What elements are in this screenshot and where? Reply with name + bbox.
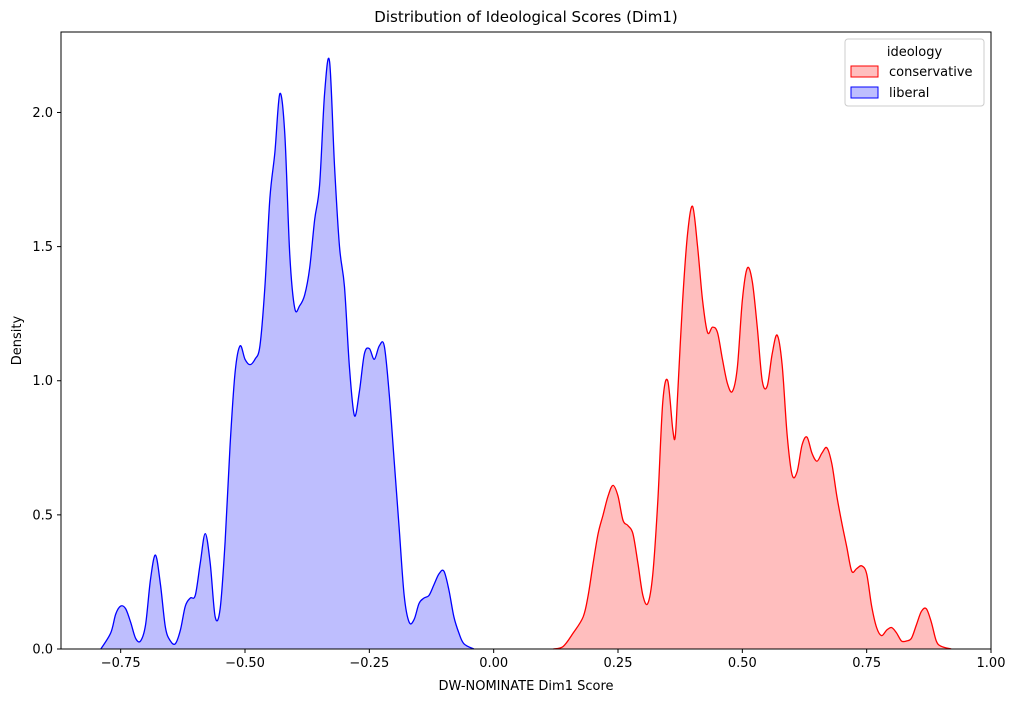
legend: ideology conservative liberal [844, 38, 985, 107]
legend-box [844, 38, 985, 107]
y-tick-label: 1.0 [32, 374, 53, 389]
series-area-liberal [100, 58, 474, 649]
legend-label-conservative: conservative [889, 65, 973, 80]
series-line-liberal [100, 57, 475, 650]
plot-frame [60, 31, 992, 650]
legend-swatch-liberal [850, 86, 879, 99]
y-tick-label: 2.0 [32, 106, 53, 121]
x-axis: −0.75 −0.50 −0.25 0.00 0.25 0.50 0.75 1.00 [101, 649, 1006, 671]
chart-title: Distribution of Ideological Scores (Dim1… [374, 8, 677, 26]
x-axis-label: DW-NOMINATE Dim1 Score [438, 679, 613, 694]
y-tick-label: 0.0 [32, 643, 53, 658]
y-tick-label: 0.5 [32, 508, 53, 523]
series-layer [100, 57, 952, 650]
legend-swatch-conservative [850, 65, 879, 78]
x-tick-label: −0.75 [101, 656, 141, 671]
x-tick-label: 1.00 [977, 656, 1006, 671]
legend-label-liberal: liberal [889, 86, 929, 101]
series-area-conservative [553, 206, 952, 649]
x-tick-label: 0.50 [728, 656, 757, 671]
y-tick-label: 1.5 [32, 240, 53, 255]
y-axis: 0.0 0.5 1.0 1.5 2.0 [32, 106, 61, 658]
legend-title: ideology [887, 45, 943, 60]
x-tick-label: −0.25 [349, 656, 389, 671]
series-line-conservative [553, 205, 952, 650]
y-axis-label: Density [10, 315, 25, 365]
x-tick-label: −0.50 [225, 656, 265, 671]
x-tick-label: 0.00 [479, 656, 508, 671]
x-tick-label: 0.25 [604, 656, 633, 671]
x-tick-label: 0.75 [852, 656, 881, 671]
legend-items: conservative liberal [850, 65, 973, 101]
